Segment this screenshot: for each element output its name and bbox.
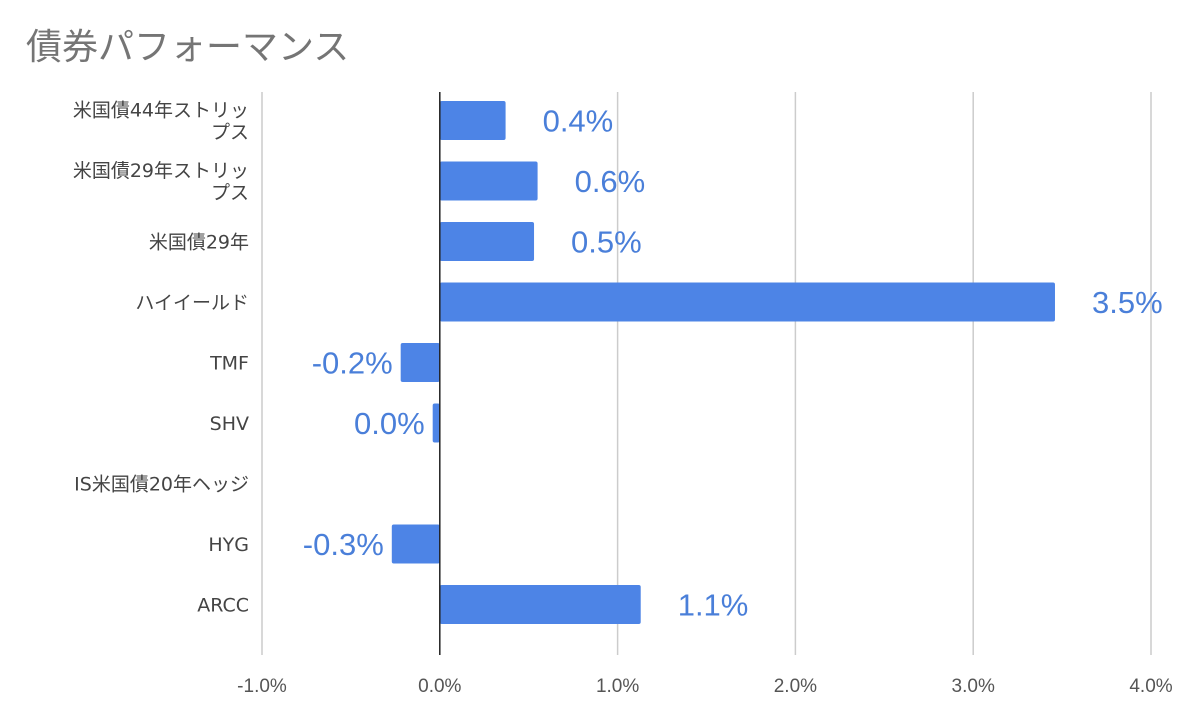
category-label: ハイイールド <box>135 292 249 314</box>
category-label-line: プス <box>211 182 249 204</box>
category-label: 米国債44年ストリップス <box>73 100 249 144</box>
category-label-line: HYG <box>208 534 249 556</box>
x-tick-label: 2.0% <box>774 676 817 697</box>
category-label-line: IS米国債20年ヘッジ <box>74 474 249 496</box>
x-tick-labels: -1.0% 0.0% 1.0% 2.0% 3.0% 4.0% <box>237 676 1173 697</box>
category-label: 米国債29年 <box>149 232 249 254</box>
data-labels: 0.4% 0.6% 0.5% 3.5% -0.2% 0.0% -0.3% 1.1% <box>303 104 1163 623</box>
data-label: 1.1% <box>678 588 749 623</box>
data-label: 0.4% <box>543 104 614 139</box>
category-label-line: 米国債44年ストリッ <box>73 100 249 122</box>
x-tick-label: 4.0% <box>1129 676 1172 697</box>
data-label: 3.5% <box>1092 285 1163 320</box>
category-label-line: ARCC <box>197 595 249 617</box>
bars <box>391 101 1055 624</box>
data-label: -0.2% <box>312 346 393 381</box>
bar <box>391 524 440 564</box>
category-label: HYG <box>208 534 249 556</box>
category-labels: 米国債44年ストリップス米国債29年ストリップス米国債29年ハイイールドTMFS… <box>73 100 249 617</box>
bar <box>439 161 538 201</box>
bar <box>439 101 506 140</box>
category-label-line: TMF <box>209 353 249 375</box>
category-label-line: プス <box>211 122 249 144</box>
data-label: 0.6% <box>575 164 646 199</box>
chart-title: 債券パフォーマンス <box>26 27 350 68</box>
bar <box>439 282 1055 322</box>
category-label: 米国債29年ストリップス <box>73 160 249 204</box>
bar <box>432 403 440 443</box>
category-label-line: ハイイールド <box>135 292 249 314</box>
category-label: ARCC <box>197 595 249 617</box>
x-tick-label: 1.0% <box>596 676 639 697</box>
gridlines <box>261 92 1152 655</box>
data-label: -0.3% <box>303 527 384 562</box>
category-label: IS米国債20年ヘッジ <box>74 474 249 496</box>
category-label: SHV <box>210 413 249 435</box>
category-label-line: SHV <box>210 413 249 435</box>
bar <box>439 222 535 261</box>
bar <box>439 585 641 624</box>
x-tick-label: 3.0% <box>952 676 995 697</box>
category-label-line: 米国債29年 <box>149 232 249 254</box>
data-label: 0.5% <box>571 225 642 260</box>
data-label: 0.0% <box>354 406 425 441</box>
category-label: TMF <box>209 353 249 375</box>
category-label-line: 米国債29年ストリッ <box>73 160 249 182</box>
x-tick-label: 0.0% <box>418 676 461 697</box>
x-tick-label: -1.0% <box>237 676 287 697</box>
bar <box>400 343 440 382</box>
